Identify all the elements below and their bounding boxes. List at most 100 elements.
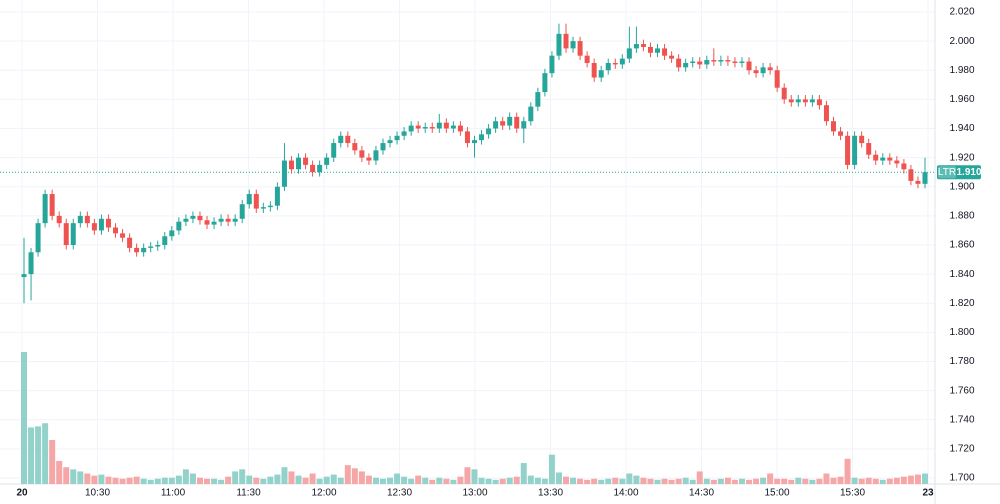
candle-body	[352, 143, 358, 151]
candle-body	[359, 150, 365, 158]
y-tick-label: 1.820	[949, 298, 974, 309]
volume-bar	[619, 478, 626, 484]
volume-bar	[795, 477, 802, 484]
volume-bar	[323, 476, 330, 484]
candle-body	[394, 135, 400, 141]
candle-body	[788, 99, 794, 103]
candle-body	[486, 128, 492, 135]
candle-body	[77, 215, 83, 224]
x-tick-label: 11:00	[161, 488, 186, 499]
volume-bar	[365, 475, 372, 484]
candle-body	[739, 61, 745, 63]
volume-bar	[126, 477, 133, 484]
volume-bar	[605, 478, 612, 484]
candle-body	[415, 125, 421, 129]
volume-bar	[119, 478, 126, 484]
volume-bar	[485, 478, 492, 484]
volume-bar	[147, 479, 154, 484]
y-tick-label: 1.900	[949, 181, 974, 192]
candle-body	[21, 274, 27, 278]
volume-bar	[788, 479, 795, 484]
y-tick-label: 2.020	[949, 7, 974, 18]
volume-bar	[344, 465, 351, 484]
candle-body	[408, 125, 414, 132]
volume-bar	[274, 474, 281, 484]
volume-bar	[77, 471, 84, 484]
candle-body	[908, 169, 914, 181]
volume-bar	[809, 479, 816, 484]
candle-body	[162, 236, 168, 245]
volume-bar	[893, 477, 900, 484]
volume-bar	[330, 474, 337, 484]
volume-bar	[168, 477, 175, 484]
volume-bar	[640, 477, 647, 484]
candle-body	[239, 204, 245, 219]
candle-body	[246, 194, 252, 205]
candle-body	[563, 33, 569, 49]
volume-bar	[105, 476, 112, 484]
volume-bar	[499, 478, 506, 484]
volume-bar	[56, 460, 63, 484]
volume-bar	[647, 478, 654, 484]
volume-bar	[42, 423, 49, 484]
candle-body	[148, 246, 154, 248]
x-tick-label: 12:00	[311, 488, 336, 499]
volume-bar	[337, 477, 344, 484]
volume-bar	[267, 476, 274, 484]
candle-body	[549, 55, 555, 74]
volume-bar	[612, 477, 619, 484]
volume-bar	[668, 479, 675, 484]
candle-body	[134, 247, 140, 253]
volume-bar	[351, 468, 358, 484]
candle-body	[91, 223, 97, 231]
volume-bar	[506, 477, 513, 484]
x-tick-label: 15:00	[764, 488, 789, 499]
candle-body	[274, 186, 280, 206]
candle-body	[42, 194, 48, 224]
candle-body	[838, 131, 844, 136]
volume-bar	[450, 479, 457, 484]
volume-bar	[204, 478, 211, 484]
candle-body	[28, 252, 34, 275]
volume-bar	[295, 475, 302, 484]
last-price-symbol: LTR	[938, 167, 956, 178]
candle-body	[816, 99, 822, 106]
volume-bar	[548, 454, 555, 484]
candle-body	[56, 215, 62, 224]
volume-bar	[415, 475, 422, 484]
candle-body	[535, 92, 541, 107]
candle-body	[120, 233, 126, 238]
volume-bar	[633, 475, 640, 484]
candle-body	[781, 87, 787, 100]
volume-bar	[675, 478, 682, 484]
volume-bar	[682, 477, 689, 484]
y-tick-label: 1.860	[949, 240, 974, 251]
volume-bar	[239, 469, 246, 484]
volume-bar	[232, 471, 239, 484]
candle-body	[303, 157, 309, 165]
volume-bar	[91, 475, 98, 484]
candle-body	[310, 164, 316, 173]
volume-bar	[555, 472, 562, 484]
volume-bar	[534, 477, 541, 484]
volume-bar	[443, 478, 450, 484]
candle-body	[253, 194, 259, 209]
candle-body	[155, 245, 161, 247]
volume-bar	[922, 473, 928, 484]
candle-body	[866, 143, 872, 155]
candle-body	[127, 237, 133, 248]
volume-bar	[886, 478, 893, 484]
candle-body	[267, 205, 273, 208]
volume-bar	[260, 478, 267, 484]
x-tick-label: 15:30	[840, 488, 865, 499]
volume-bar	[541, 478, 548, 484]
x-tick-label: 10:30	[85, 488, 110, 499]
candle-body	[218, 218, 224, 222]
volume-bar	[196, 477, 203, 484]
volume-bar	[851, 477, 858, 484]
candle-body	[894, 160, 900, 164]
volume-bar	[182, 469, 189, 484]
volume-bar	[872, 478, 879, 484]
candle-body	[845, 135, 851, 165]
